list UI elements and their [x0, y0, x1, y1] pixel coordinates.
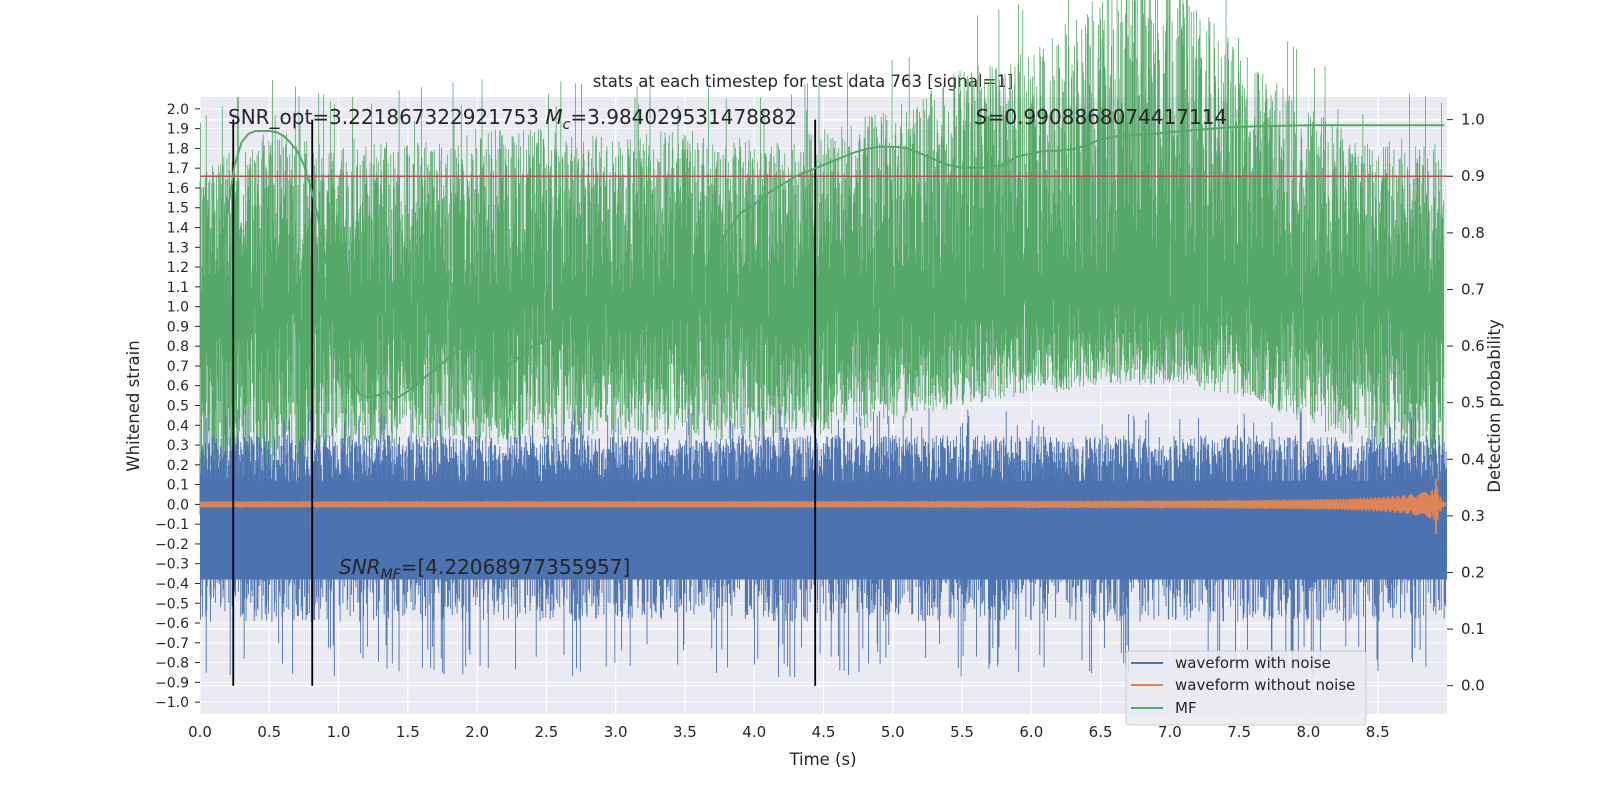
mc-value: =3.984029531478882 — [570, 105, 797, 129]
y-left-tick-0: 2.0 — [167, 102, 189, 118]
x-tick-3: 1.5 — [396, 723, 420, 741]
series-waveform-without-noise — [199, 478, 1448, 535]
y-left-tick-24: −0.4 — [155, 576, 189, 592]
y-right-tick-5: 0.5 — [1461, 394, 1485, 412]
y-left-ticks: 2.0 1.9 1.8 1.7 1.6 1.5 1.4 1.3 1.2 1.1 1.0 0.9 0.8 0… — [155, 102, 200, 711]
y-left-tick-18: 0.2 — [167, 458, 189, 474]
x-tick-15: 7.5 — [1227, 723, 1251, 741]
y-left-tick-2: 1.8 — [167, 141, 189, 157]
y-right-tick-8: 0.2 — [1461, 563, 1485, 581]
legend-box — [1125, 650, 1367, 726]
y-left-axis-label: Whitened strain — [124, 340, 143, 471]
y-right-tick-2: 0.8 — [1461, 224, 1485, 242]
y-left-tick-1: 1.9 — [167, 122, 189, 138]
y-right-tick-6: 0.4 — [1461, 450, 1485, 468]
x-tick-4: 2.0 — [465, 723, 489, 741]
legend-label-mf: MF — [1175, 699, 1197, 717]
y-left-tick-27: −0.7 — [155, 636, 189, 652]
x-tick-7: 3.5 — [673, 723, 697, 741]
mc-subscript: c — [563, 117, 571, 133]
y-left-tick-11: 0.9 — [167, 319, 189, 335]
snr-mf-symbol: SNR — [339, 555, 381, 579]
y-left-tick-15: 0.5 — [167, 399, 189, 415]
y-left-tick-28: −0.8 — [155, 656, 189, 672]
snr-mf-value: =[4.22068977355957] — [401, 555, 631, 579]
clean-waveform-path — [199, 486, 1448, 522]
legend-label-clean: waveform without noise — [1175, 676, 1355, 694]
s-value: =0.9908868074417114 — [988, 105, 1227, 129]
y-left-tick-12: 0.8 — [167, 339, 189, 355]
y-left-tick-29: −0.9 — [155, 675, 189, 691]
y-left-tick-22: −0.2 — [155, 537, 189, 553]
y-left-tick-17: 0.3 — [167, 438, 189, 454]
y-left-tick-4: 1.6 — [167, 181, 189, 197]
x-tick-1: 0.5 — [257, 723, 281, 741]
y-left-tick-21: −0.1 — [155, 517, 189, 533]
y-left-tick-30: −1.0 — [155, 695, 189, 711]
legend: waveform with noise waveform without noi… — [1125, 650, 1367, 726]
y-right-tick-4: 0.6 — [1461, 337, 1485, 355]
y-right-axis-label: Detection probability — [1485, 319, 1504, 493]
y-left-tick-26: −0.6 — [155, 616, 189, 632]
x-tick-11: 5.5 — [950, 723, 974, 741]
y-left-tick-25: −0.5 — [155, 596, 189, 612]
y-right-tick-0: 1.0 — [1461, 111, 1485, 129]
y-left-tick-7: 1.3 — [167, 240, 189, 256]
x-tick-6: 3.0 — [604, 723, 628, 741]
annotation-snr-mf: SNRMF=[4.22068977355957] — [339, 555, 630, 583]
y-left-tick-16: 0.4 — [167, 418, 189, 434]
x-tick-2: 1.0 — [327, 723, 351, 741]
y-left-tick-20: 0.0 — [167, 497, 189, 513]
y-left-tick-5: 1.5 — [167, 201, 189, 217]
snr-mf-subscript: MF — [381, 567, 402, 583]
y-right-tick-10: 0.0 — [1461, 677, 1485, 695]
y-right-tick-1: 0.9 — [1461, 167, 1485, 185]
detection-probability-line — [199, 124, 1445, 402]
y-left-tick-3: 1.7 — [167, 161, 189, 177]
x-tick-10: 5.0 — [881, 723, 905, 741]
y-left-tick-13: 0.7 — [167, 359, 189, 375]
x-tick-17: 8.5 — [1366, 723, 1390, 741]
x-tick-13: 6.5 — [1089, 723, 1113, 741]
y-right-tick-7: 0.3 — [1461, 507, 1485, 525]
x-tick-0: 0.0 — [188, 723, 212, 741]
y-left-tick-9: 1.1 — [167, 280, 189, 296]
y-left-tick-10: 1.0 — [167, 300, 189, 316]
y-left-tick-8: 1.2 — [167, 260, 189, 276]
x-ticks: 0.0 0.5 1.0 1.5 2.0 2.5 3.0 3.5 4.0 4.5 5.0 5.5 6.0 6… — [188, 723, 1390, 741]
s-symbol: S — [975, 105, 988, 129]
chart-title: stats at each timestep for test data 763… — [593, 72, 1014, 91]
x-tick-14: 7.0 — [1158, 723, 1182, 741]
series-waveform-with-noise — [199, 407, 1447, 678]
x-tick-9: 4.5 — [812, 723, 836, 741]
x-axis-label: Time (s) — [788, 750, 856, 769]
y-right-tick-9: 0.1 — [1461, 620, 1485, 638]
y-left-tick-19: 0.1 — [167, 478, 189, 494]
annotation-snr-opt-mc: SNR_opt=3.221867322921753 Mc=3.984029531… — [228, 105, 797, 133]
x-tick-16: 8.0 — [1297, 723, 1321, 741]
annotation-s: S=0.9908868074417114 — [975, 105, 1227, 129]
snr-opt-text: SNR_opt=3.221867322921753 — [228, 105, 545, 129]
x-tick-8: 4.0 — [742, 723, 766, 741]
y-right-ticks: 1.0 0.9 0.8 0.7 0.6 0.5 0.4 0.3 0.2 0.1 0.0 — [1447, 111, 1485, 695]
x-tick-5: 2.5 — [534, 723, 558, 741]
y-left-tick-14: 0.6 — [167, 379, 189, 395]
vertical-markers — [232, 119, 817, 686]
legend-label-noisy: waveform with noise — [1175, 654, 1331, 672]
y-right-tick-3: 0.7 — [1461, 280, 1485, 298]
mc-symbol: M — [545, 105, 562, 129]
y-left-tick-23: −0.3 — [155, 557, 189, 573]
x-tick-12: 6.0 — [1019, 723, 1043, 741]
y-left-tick-6: 1.4 — [167, 221, 189, 237]
